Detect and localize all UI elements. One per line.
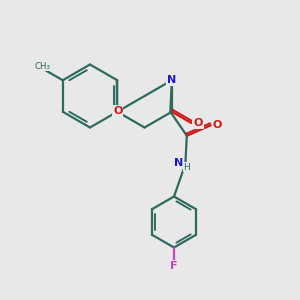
- Text: H: H: [184, 163, 190, 172]
- Text: O: O: [213, 120, 222, 130]
- Text: F: F: [170, 261, 178, 271]
- Text: O: O: [193, 118, 203, 128]
- Text: N: N: [167, 75, 176, 85]
- Text: O: O: [113, 106, 123, 116]
- Text: CH₃: CH₃: [34, 62, 50, 71]
- Text: N: N: [174, 158, 183, 168]
